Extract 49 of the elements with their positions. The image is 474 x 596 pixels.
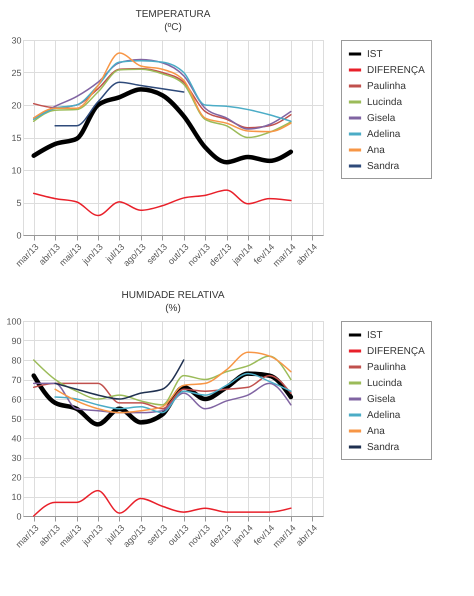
line-series xyxy=(54,359,184,400)
y-tick-label: 30 xyxy=(11,453,22,463)
y-tick-label: 60 xyxy=(11,394,22,404)
legend-label: Sandra xyxy=(367,442,400,453)
legend-label: Paulinha xyxy=(367,362,406,373)
line-series xyxy=(32,374,292,410)
legend-label: Lucinda xyxy=(367,97,402,108)
y-tick-label: 0 xyxy=(16,230,22,240)
y-tick-label: 10 xyxy=(11,492,22,502)
legend-label: IST xyxy=(367,49,383,60)
line-series xyxy=(54,82,184,127)
y-tick-label: 30 xyxy=(11,36,22,46)
legend-label: Paulinha xyxy=(367,81,406,92)
legend-label: Lucinda xyxy=(367,378,402,389)
legend-label: Sandra xyxy=(367,161,400,172)
y-tick-label: 70 xyxy=(11,375,22,385)
y-tick-label: 5 xyxy=(16,198,22,208)
y-tick-label: 0 xyxy=(16,512,22,522)
line-series xyxy=(54,351,292,414)
chart-subtitle: (ºC) xyxy=(164,22,182,33)
legend-label: DIFERENÇA xyxy=(367,346,426,357)
line-series xyxy=(32,355,292,406)
line-series xyxy=(32,382,292,414)
line-series xyxy=(31,87,294,164)
legend-label: Ana xyxy=(367,426,386,437)
legend-label: Gisela xyxy=(367,394,396,405)
y-tick-label: 90 xyxy=(11,336,22,346)
y-tick-label: 25 xyxy=(11,68,22,78)
y-tick-label: 10 xyxy=(11,166,22,176)
y-tick-label: 15 xyxy=(11,133,22,143)
line-series xyxy=(32,189,292,216)
y-tick-label: 20 xyxy=(11,100,22,110)
y-tick-label: 80 xyxy=(11,356,22,366)
chart-title: TEMPERATURA xyxy=(136,9,211,20)
legend-label: IST xyxy=(367,330,383,341)
y-tick-label: 50 xyxy=(11,414,22,424)
line-series xyxy=(32,490,292,517)
chart-subtitle: (%) xyxy=(165,303,181,314)
y-tick-label: 20 xyxy=(11,472,22,482)
chart-title: HUMIDADE RELATIVA xyxy=(122,290,225,301)
y-tick-label: 40 xyxy=(11,434,22,444)
legend-label: DIFERENÇA xyxy=(367,65,426,76)
y-tick-label: 100 xyxy=(6,316,22,326)
legend-label: Adelina xyxy=(367,410,401,421)
line-series xyxy=(54,372,292,414)
legend-label: Ana xyxy=(367,145,386,156)
legend-label: Gisela xyxy=(367,113,396,124)
line-series xyxy=(32,68,292,138)
legend-label: Adelina xyxy=(367,129,401,140)
